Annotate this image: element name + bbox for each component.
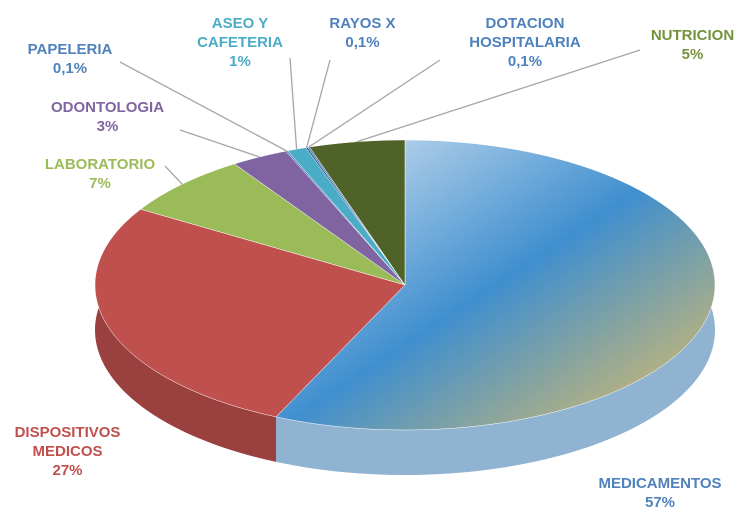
value-label: 0,1% <box>440 52 610 71</box>
chart: MEDICAMENTOS57% DISPOSITIVOS MEDICOS27% LA… <box>0 0 754 514</box>
leader-line <box>180 130 260 157</box>
value-label: 0,1% <box>10 59 130 78</box>
leader-line <box>290 58 297 149</box>
category-name: DOTACION HOSPITALARIA <box>440 14 610 52</box>
category-name: LABORATORIO <box>30 155 170 174</box>
category-name: RAYOS X <box>310 14 415 33</box>
value-label: 5% <box>630 45 754 64</box>
value-label: 3% <box>35 117 180 136</box>
category-name: DISPOSITIVOS MEDICOS <box>0 423 135 461</box>
leader-line <box>309 60 440 147</box>
value-label: 57% <box>575 493 745 512</box>
leader-line <box>307 60 330 148</box>
value-label: 27% <box>0 461 135 480</box>
category-name: NUTRICION <box>630 26 754 45</box>
category-name: ASEO Y CAFETERIA <box>180 14 300 52</box>
value-label: 1% <box>180 52 300 71</box>
value-label: 7% <box>30 174 170 193</box>
category-name: PAPELERIA <box>10 40 130 59</box>
category-name: ODONTOLOGIA <box>35 98 180 117</box>
category-name: MEDICAMENTOS <box>575 474 745 493</box>
value-label: 0,1% <box>310 33 415 52</box>
